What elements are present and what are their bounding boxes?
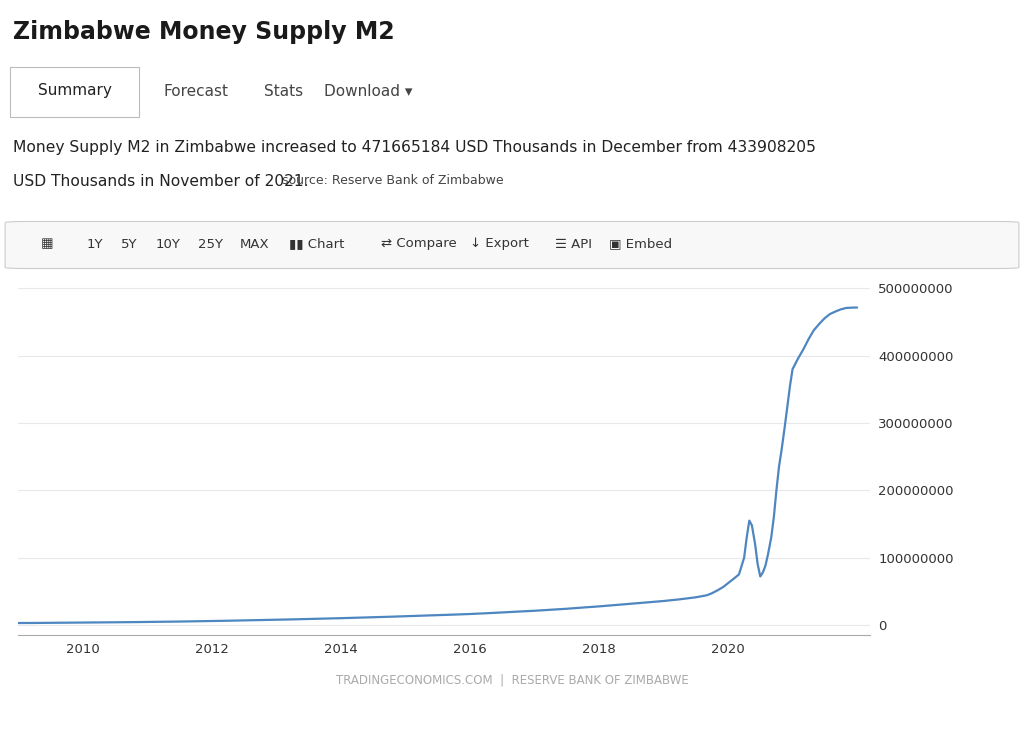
Text: 5Y: 5Y <box>121 238 137 250</box>
Text: source: Reserve Bank of Zimbabwe: source: Reserve Bank of Zimbabwe <box>282 174 503 187</box>
Text: ↓ Export: ↓ Export <box>470 238 528 250</box>
Text: Zimbabwe Money Supply M2: Zimbabwe Money Supply M2 <box>13 20 395 44</box>
FancyBboxPatch shape <box>5 222 1019 269</box>
Text: Stats: Stats <box>264 84 303 98</box>
Text: Summary: Summary <box>38 84 112 98</box>
Text: ⇄ Compare: ⇄ Compare <box>381 238 457 250</box>
Text: TRADINGECONOMICS.COM  |  RESERVE BANK OF ZIMBABWE: TRADINGECONOMICS.COM | RESERVE BANK OF Z… <box>336 674 688 686</box>
Text: 25Y: 25Y <box>198 238 222 250</box>
Text: ☰ API: ☰ API <box>555 238 592 250</box>
Text: Download ▾: Download ▾ <box>324 84 412 98</box>
Text: USD Thousands in November of 2021.: USD Thousands in November of 2021. <box>13 174 309 189</box>
Text: Money Supply M2 in Zimbabwe increased to 471665184 USD Thousands in December fro: Money Supply M2 in Zimbabwe increased to… <box>13 140 816 155</box>
FancyBboxPatch shape <box>10 67 139 117</box>
Text: ▣ Embed: ▣ Embed <box>609 238 673 250</box>
Text: ▦: ▦ <box>41 238 53 250</box>
Text: Forecast: Forecast <box>164 84 228 98</box>
Text: ▮▮ Chart: ▮▮ Chart <box>289 238 344 250</box>
Text: 1Y: 1Y <box>87 238 103 250</box>
Text: 10Y: 10Y <box>156 238 180 250</box>
Text: MAX: MAX <box>240 238 269 250</box>
